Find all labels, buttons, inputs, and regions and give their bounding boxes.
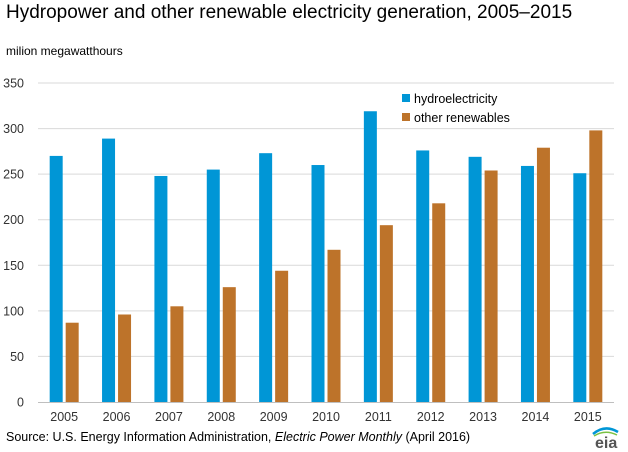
- bar-other-renewables-2007: [170, 306, 184, 402]
- bar-other-renewables-2010: [327, 249, 341, 402]
- eia-logo-text: eia: [595, 435, 617, 450]
- bar-other-renewables-2011: [379, 225, 393, 402]
- x-tick-label: 2007: [155, 410, 183, 424]
- bar-other-renewables-2008: [222, 287, 236, 402]
- x-tick-label: 2009: [260, 410, 288, 424]
- x-tick-label: 2005: [50, 410, 78, 424]
- bar-hydroelectricity-2007: [154, 175, 168, 402]
- y-tick-label: 250: [3, 168, 24, 182]
- x-tick-label: 2011: [365, 410, 392, 424]
- legend-swatch-hydroelectricity: [402, 94, 410, 102]
- eia-logo-icon: eia: [592, 427, 619, 450]
- bar-hydroelectricity-2013: [468, 156, 482, 402]
- y-tick-label: 350: [3, 77, 24, 91]
- source-prefix: Source: U.S. Energy Information Administ…: [6, 430, 275, 444]
- y-tick-label: 50: [10, 350, 24, 364]
- x-axis-ticks: 2005 2006 2007 2008 2009 2010 2011 2012 2013 2014…: [50, 410, 601, 424]
- legend-label-other-renewables: other renewables: [414, 111, 510, 125]
- bar-hydroelectricity-2011: [363, 111, 377, 403]
- y-tick-label: 100: [3, 304, 24, 318]
- grid-lines: [38, 82, 614, 357]
- source-suffix: (April 2016): [402, 430, 471, 444]
- bar-hydroelectricity-2008: [206, 169, 220, 402]
- x-tick-label: 2015: [574, 410, 602, 424]
- y-tick-label: 200: [3, 213, 24, 227]
- source-note: Source: U.S. Energy Information Administ…: [6, 430, 470, 444]
- chart-title: Hydropower and other renewable electrici…: [6, 2, 573, 23]
- bar-hydroelectricity-2009: [259, 153, 273, 402]
- x-tick-label: 2012: [417, 410, 445, 424]
- bar-other-renewables-2013: [484, 170, 498, 402]
- y-tick-label: 300: [3, 122, 24, 136]
- x-tick-label: 2010: [312, 410, 340, 424]
- bar-hydroelectricity-2005: [49, 155, 63, 402]
- chart-subtitle: milion megawatthours: [6, 44, 123, 58]
- bar-other-renewables-2009: [275, 270, 289, 402]
- bar-other-renewables-2014: [536, 147, 550, 402]
- bar-other-renewables-2012: [432, 203, 446, 402]
- x-tick-label: 2013: [469, 410, 497, 424]
- legend-swatch-other-renewables: [402, 113, 410, 121]
- bar-other-renewables-2015: [589, 130, 603, 402]
- x-tick-label: 2014: [522, 410, 550, 424]
- bar-hydroelectricity-2006: [102, 138, 116, 402]
- y-tick-label: 150: [3, 259, 24, 273]
- legend-label-hydroelectricity: hydroelectricity: [414, 92, 498, 106]
- bar-other-renewables-2006: [118, 314, 132, 402]
- legend: hydroelectricity other renewables: [402, 92, 510, 125]
- y-axis-ticks: 0 50 100 150 200 250 300 350: [3, 77, 24, 410]
- y-tick-label: 0: [17, 396, 24, 410]
- bars: [49, 111, 603, 403]
- bar-hydroelectricity-2012: [416, 150, 430, 402]
- x-tick-label: 2006: [103, 410, 131, 424]
- bar-hydroelectricity-2014: [520, 165, 534, 402]
- bar-hydroelectricity-2010: [311, 165, 325, 402]
- bar-hydroelectricity-2015: [573, 173, 587, 402]
- source-publication: Electric Power Monthly: [274, 430, 402, 444]
- x-tick-label: 2008: [207, 410, 235, 424]
- bar-other-renewables-2005: [65, 322, 79, 402]
